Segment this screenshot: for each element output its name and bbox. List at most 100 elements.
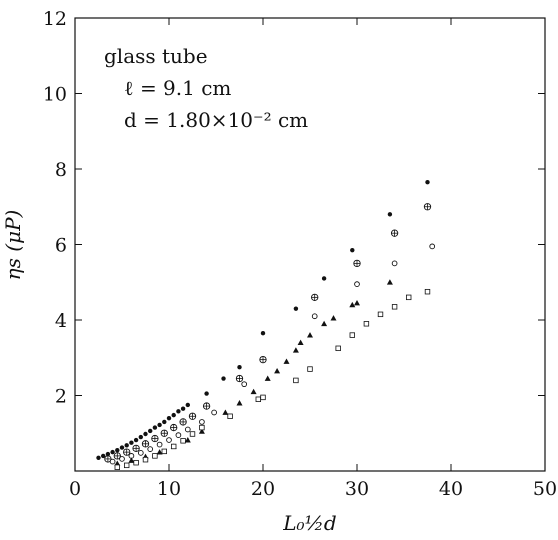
data-point-filled-circle — [387, 212, 393, 217]
data-point-filled-circle — [101, 453, 106, 459]
data-point-filled-triangle — [198, 428, 205, 434]
data-point-open-circle — [429, 243, 436, 250]
data-point-open-square — [170, 443, 177, 450]
data-point-filled-circle — [180, 406, 186, 411]
data-point-filled-triangle — [349, 301, 356, 308]
data-point-filled-circle — [162, 419, 167, 425]
data-point-circle-plus — [179, 418, 187, 426]
data-point-circle-plus — [132, 444, 140, 452]
data-point-filled-circle — [110, 449, 115, 455]
data-point-filled-circle — [176, 409, 181, 414]
data-point-filled-circle — [157, 422, 162, 428]
data-point-filled-triangle — [274, 367, 281, 374]
data-point-filled-circle — [293, 306, 299, 311]
data-point-circle-plus — [123, 448, 131, 456]
series-filled-circle — [96, 180, 430, 460]
data-point-open-circle — [184, 426, 191, 433]
data-point-open-circle — [137, 450, 144, 456]
data-point-filled-triangle — [292, 347, 299, 353]
data-point-open-square — [161, 448, 167, 455]
data-point-filled-circle — [350, 247, 355, 253]
y-axis-title: ηs (μP) — [1, 210, 25, 281]
data-point-open-circle — [147, 446, 154, 452]
data-point-filled-triangle — [307, 332, 313, 338]
data-point-filled-triangle — [321, 320, 328, 327]
data-point-circle-plus — [104, 455, 112, 463]
series-open-circle — [109, 243, 436, 465]
data-point-filled-triangle — [264, 375, 271, 381]
y-tick-label: 4 — [55, 310, 67, 332]
data-point-open-circle — [109, 458, 116, 465]
data-point-filled-circle — [152, 425, 158, 430]
data-point-circle-plus — [188, 412, 197, 420]
data-point-open-square — [142, 456, 149, 463]
data-point-filled-circle — [260, 331, 266, 336]
data-point-open-circle — [241, 381, 248, 388]
data-point-filled-circle — [204, 391, 209, 396]
data-point-filled-circle — [425, 180, 430, 185]
data-point-filled-triangle — [128, 457, 135, 463]
data-point-filled-circle — [133, 437, 139, 443]
data-point-open-circle — [311, 313, 318, 320]
data-points — [96, 180, 436, 470]
y-tick-label: 10 — [43, 84, 67, 106]
data-point-filled-triangle — [222, 409, 229, 415]
data-point-filled-circle — [138, 434, 143, 440]
data-point-circle-plus — [160, 429, 168, 437]
data-point-filled-circle — [321, 276, 327, 281]
x-tick-label: 0 — [69, 478, 81, 500]
data-point-open-square — [255, 396, 261, 402]
data-point-filled-triangle — [330, 315, 337, 321]
data-point-open-square — [260, 394, 266, 401]
data-point-open-square — [335, 345, 341, 352]
data-point-filled-triangle — [184, 437, 191, 443]
data-point-open-square — [424, 288, 431, 295]
data-point-filled-circle — [185, 402, 190, 408]
data-point-circle-plus — [151, 434, 159, 443]
data-point-circle-plus — [235, 374, 244, 383]
y-tick-label: 2 — [55, 386, 67, 408]
data-point-open-circle — [354, 281, 360, 287]
data-point-open-square — [307, 366, 313, 372]
y-tick-label: 8 — [55, 159, 67, 181]
data-point-open-circle — [166, 437, 172, 443]
x-tick-label: 30 — [345, 478, 369, 500]
x-tick-label: 50 — [533, 478, 557, 500]
data-point-filled-circle — [171, 412, 176, 418]
data-point-open-square — [199, 424, 205, 431]
series-circle-plus — [104, 203, 432, 463]
data-point-open-square — [405, 294, 412, 301]
data-point-filled-circle — [237, 364, 242, 370]
data-point-circle-plus — [353, 259, 361, 268]
data-point-circle-plus — [390, 229, 399, 237]
data-point-circle-plus — [259, 355, 267, 364]
data-point-filled-circle — [166, 415, 172, 421]
data-point-open-square — [293, 377, 299, 384]
data-point-circle-plus — [141, 440, 150, 448]
data-point-filled-triangle — [236, 400, 243, 406]
data-point-filled-circle — [143, 431, 148, 437]
data-point-filled-circle — [148, 428, 153, 434]
data-point-open-square — [227, 413, 233, 419]
x-tick-label: 20 — [251, 478, 275, 500]
x-tick-label: 10 — [157, 478, 181, 500]
data-point-open-square — [124, 462, 130, 469]
y-tick-label: 6 — [55, 235, 67, 257]
data-point-filled-triangle — [386, 279, 393, 285]
data-point-filled-triangle — [354, 300, 360, 306]
data-point-circle-plus — [423, 203, 432, 211]
x-tick-label: 40 — [439, 478, 463, 500]
series-open-square — [114, 288, 431, 470]
data-point-open-square — [349, 332, 355, 338]
data-point-circle-plus — [311, 293, 319, 301]
data-point-filled-triangle — [297, 339, 304, 346]
data-point-open-square — [180, 438, 186, 444]
series-filled-triangle — [114, 279, 393, 466]
data-point-circle-plus — [202, 402, 211, 410]
data-point-open-square — [114, 464, 120, 470]
y-tick-label: 12 — [43, 8, 67, 30]
data-point-filled-circle — [119, 445, 125, 450]
data-point-filled-triangle — [283, 358, 290, 364]
data-point-open-circle — [199, 419, 205, 425]
